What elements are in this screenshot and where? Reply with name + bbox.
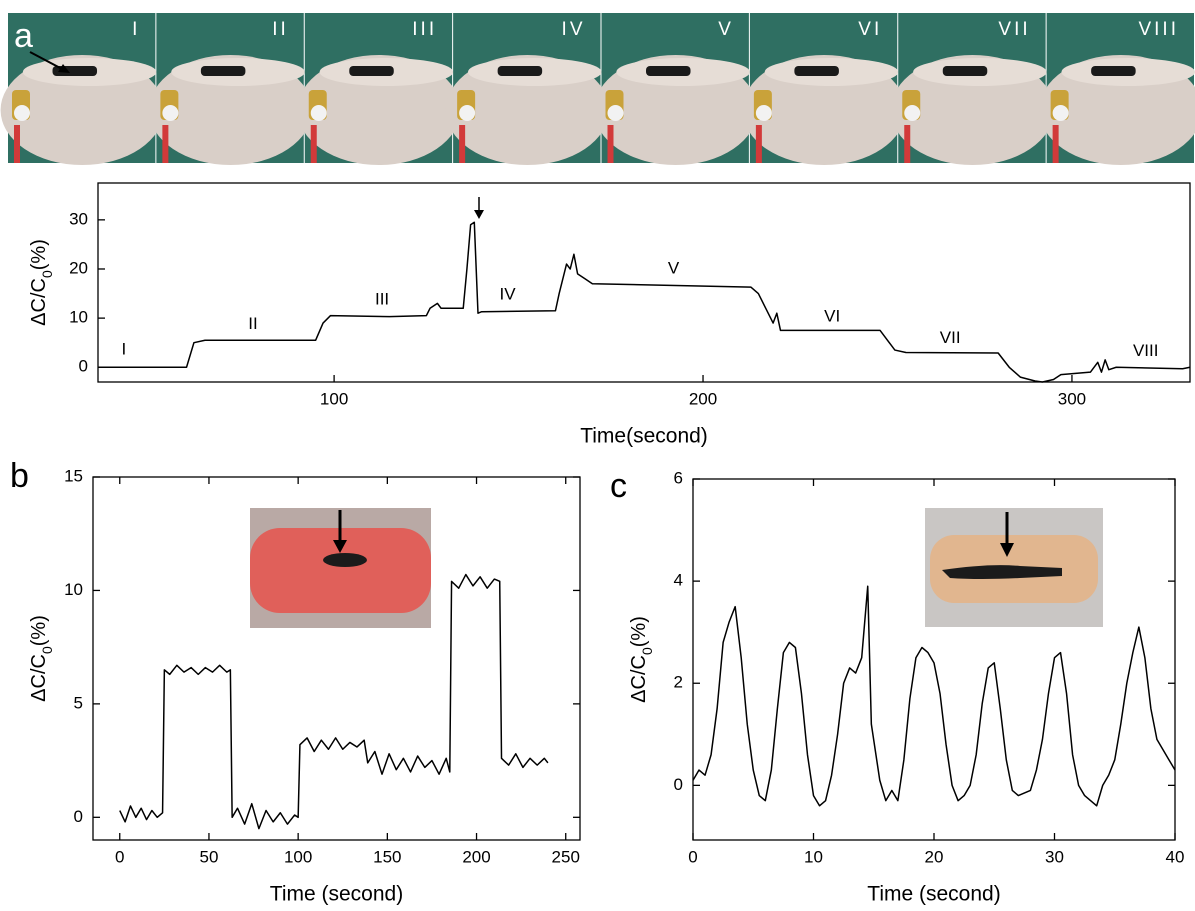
photo-sensor <box>349 66 394 76</box>
photo-label: IV <box>562 19 586 40</box>
photo-sensor <box>646 66 691 76</box>
inset-arrow-head <box>333 540 347 553</box>
y-axis-title-part: 0 <box>639 647 655 655</box>
photo-wire <box>162 125 169 163</box>
x-tick-label: 30 <box>1045 847 1064 866</box>
photo-arrow-head <box>58 64 70 73</box>
x-tick-label: 150 <box>373 847 401 866</box>
y-tick-label: 0 <box>674 775 683 794</box>
photo-clip-knob <box>904 105 921 121</box>
y-axis-title-part: 0 <box>39 270 55 278</box>
photo-wire <box>14 125 20 163</box>
x-tick-label: 40 <box>1166 847 1185 866</box>
photo-wire <box>1052 125 1059 163</box>
inset-arrow-head <box>1000 543 1014 557</box>
photo-sensor <box>794 66 839 76</box>
annotation: VII <box>940 328 961 347</box>
y-tick-label: 30 <box>69 209 88 228</box>
annotation: III <box>375 289 389 308</box>
y-axis-title-part: (%) <box>28 615 50 646</box>
y-axis-title-part: ΔC/C <box>28 654 50 702</box>
data-line <box>692 585 1176 807</box>
y-axis-title-part: (%) <box>628 616 650 647</box>
panel-label: b <box>10 457 29 495</box>
y-tick-label: 5 <box>74 693 83 712</box>
x-tick-label: 0 <box>115 847 124 866</box>
photo-sensor <box>497 66 543 76</box>
y-axis-title-part: ΔC/C <box>28 278 50 326</box>
plot-frame <box>97 182 1191 383</box>
x-axis-title: Time(second) <box>580 425 708 448</box>
photo-wire <box>459 125 466 163</box>
photo-clip-knob <box>607 105 624 121</box>
x-tick-label: 200 <box>689 389 717 408</box>
photo-label: II <box>272 19 289 40</box>
x-tick-label: 20 <box>925 847 944 866</box>
annotation: IV <box>499 285 516 304</box>
annotation: VI <box>824 307 840 326</box>
x-tick-label: 100 <box>284 847 312 866</box>
y-tick-label: 6 <box>674 468 683 487</box>
panel-label: a <box>14 17 33 55</box>
data-line <box>98 221 1191 383</box>
photo-clip-knob <box>1052 105 1069 121</box>
photo-wire <box>755 125 762 163</box>
x-tick-label: 200 <box>462 847 490 866</box>
y-axis-title-part: ΔC/C <box>628 655 650 703</box>
photo-label: VI <box>858 19 882 40</box>
x-tick-label: 0 <box>688 847 697 866</box>
y-axis-title-part: (%) <box>28 239 50 270</box>
spike-arrow-head <box>474 210 484 219</box>
photo-sensor <box>200 66 246 76</box>
y-tick-label: 20 <box>69 258 88 277</box>
x-tick-label: 300 <box>1058 389 1086 408</box>
x-axis-title: Time (second) <box>270 883 403 906</box>
annotation: II <box>248 314 257 333</box>
x-tick-label: 250 <box>552 847 580 866</box>
y-tick-label: 10 <box>69 308 88 327</box>
annotation: VIII <box>1133 341 1159 360</box>
y-axis-title: ΔC/C0(%) <box>628 616 654 703</box>
y-tick-label: 4 <box>674 571 683 590</box>
x-axis-title: Time (second) <box>867 883 1000 906</box>
x-tick-label: 100 <box>320 389 348 408</box>
x-tick-label: 10 <box>804 847 823 866</box>
photo-label: III <box>412 19 437 40</box>
photo-arrow <box>29 51 65 71</box>
annotation: I <box>121 340 126 359</box>
photo-label: I <box>132 19 140 40</box>
x-tick-label: 50 <box>199 847 218 866</box>
inset-tube <box>250 528 431 613</box>
annotation: V <box>668 258 680 277</box>
photo-clip-knob <box>459 105 476 121</box>
photo-label: VII <box>998 19 1030 40</box>
plot-frame <box>92 476 581 841</box>
panel-label: c <box>610 467 627 505</box>
photo-wire <box>904 125 911 163</box>
y-axis-title-part: 0 <box>39 646 55 654</box>
inset-sensor <box>323 553 367 567</box>
y-tick-label: 10 <box>64 580 83 599</box>
photo-sensor <box>1091 66 1136 76</box>
photo-wire <box>607 125 614 163</box>
photo-clip-knob <box>162 105 179 121</box>
y-tick-label: 15 <box>64 466 83 485</box>
y-axis-title: ΔC/C0(%) <box>28 615 54 702</box>
photo-sensor <box>942 66 988 76</box>
y-tick-label: 0 <box>79 357 88 376</box>
photo-label: VIII <box>1138 19 1179 40</box>
y-tick-label: 0 <box>74 807 83 826</box>
photo-clip-knob <box>14 105 30 121</box>
data-line <box>119 573 549 830</box>
y-axis-title: ΔC/C0(%) <box>28 239 54 326</box>
photo-wire <box>310 125 317 163</box>
photo-clip-knob <box>310 105 327 121</box>
photo-clip-knob <box>755 105 772 121</box>
inset-sensor <box>942 565 1062 579</box>
photo-label: V <box>718 19 734 40</box>
y-tick-label: 2 <box>674 673 683 692</box>
